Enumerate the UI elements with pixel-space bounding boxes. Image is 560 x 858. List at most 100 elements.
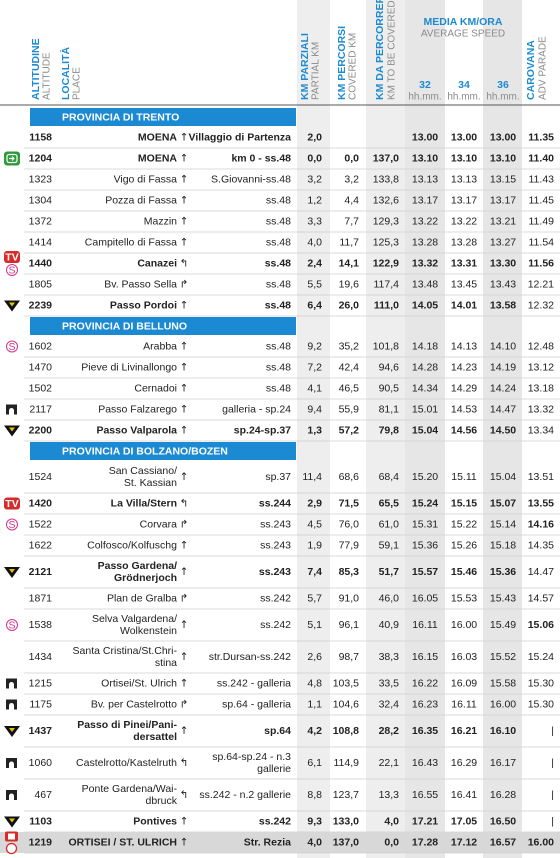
altitude: 1204 (29, 152, 53, 164)
place: Pieve di Livinallongo (81, 361, 177, 373)
partial-km: 1,9 (307, 539, 322, 551)
covered-km: 71,5 (339, 497, 360, 509)
remaining-km: 129,3 (373, 215, 399, 227)
direction: ↱ (180, 519, 189, 531)
place: Canazei (137, 257, 177, 269)
direction: ↑ (180, 216, 189, 228)
time-34: 14.56 (451, 424, 477, 436)
section-bar (30, 442, 296, 460)
direction: ↑ (180, 566, 189, 578)
column-subtitle: PARTIAL KM (311, 42, 322, 100)
altitude: 1304 (29, 194, 53, 206)
covered-km: 42,4 (339, 361, 360, 373)
icon-gpm (4, 300, 20, 312)
altitude: 1420 (29, 497, 53, 509)
icon-gpm (4, 425, 20, 437)
road: ss.48 (266, 382, 291, 394)
time-36: 15.49 (490, 619, 516, 631)
partial-km: 4,0 (307, 836, 322, 848)
remaining-km: 0,0 (384, 836, 399, 848)
gpm-inner (9, 818, 15, 823)
speed-label: 32 (419, 79, 431, 91)
time-32: 14.28 (412, 361, 438, 373)
covered-km: 96,1 (339, 619, 360, 631)
caravan-time: 13.18 (528, 382, 554, 394)
time-34: 15.26 (451, 539, 477, 551)
place: Arabba (143, 340, 177, 352)
covered-km: 114,9 (334, 757, 360, 769)
altitude: 1440 (29, 257, 53, 269)
caravan-time: 11.35 (528, 131, 554, 143)
place: Vigo di Fassa (114, 173, 178, 185)
section-bar (30, 317, 296, 335)
road: S.Giovanni-ss.48 (211, 173, 291, 185)
covered-km: 7,7 (344, 215, 359, 227)
time-34: 16.29 (451, 757, 477, 769)
tunnel-arch (9, 703, 14, 710)
altitude: 1602 (29, 340, 53, 352)
column-title: KM DA PERCORRERE (374, 0, 386, 100)
time-34: 13.28 (451, 236, 477, 248)
time-32: 16.22 (412, 677, 438, 689)
icon-tunnel (6, 758, 17, 768)
direction: ↑ (180, 725, 189, 737)
time-36: 14.19 (490, 361, 516, 373)
road: ss.242 (259, 815, 291, 827)
remaining-km: 28,2 (379, 725, 400, 737)
road: ss.242 - n.2 gallerie (199, 789, 291, 801)
time-32: 14.34 (412, 382, 438, 394)
remaining-km: 33,5 (379, 677, 400, 689)
time-36: 15.36 (490, 566, 516, 578)
time-36: 16.50 (490, 815, 516, 827)
road: km 0 - ss.48 (231, 152, 291, 164)
badge-text: TV (5, 251, 18, 263)
remaining-km: 117,4 (374, 278, 400, 290)
place: dersattel (133, 731, 177, 743)
covered-km: 0,0 (344, 152, 359, 164)
partial-km: 1,2 (307, 194, 322, 206)
road: str.Dursan-ss.242 (209, 651, 291, 663)
time-34: 13.10 (451, 152, 477, 164)
partial-km: 9,3 (307, 815, 322, 827)
time-32: 16.23 (412, 698, 438, 710)
covered-km: 14,1 (339, 257, 360, 269)
road: ss.48 (265, 299, 291, 311)
remaining-km: 51,7 (379, 566, 400, 578)
speed-unit: hh.mm. (447, 92, 480, 103)
time-32: 17.28 (412, 836, 438, 848)
direction: ↰ (180, 258, 189, 270)
gpm-inner (9, 427, 15, 432)
remaining-km: 46,0 (379, 592, 400, 604)
altitude: 1372 (29, 215, 53, 227)
time-32: 15.24 (412, 497, 438, 509)
partial-km: 7,2 (307, 361, 322, 373)
covered-km: 57,2 (339, 424, 360, 436)
speed-group-subtitle: AVERAGE SPEED (421, 29, 505, 40)
remaining-km: 61,0 (379, 518, 400, 530)
remaining-km: 38,3 (379, 651, 400, 663)
place: Ortisei/St. Ulrich (101, 677, 177, 689)
direction: ↑ (180, 383, 189, 395)
place: La Villa/Stern (111, 497, 177, 509)
altitude: 1219 (29, 836, 53, 848)
covered-km: 103,5 (333, 677, 359, 689)
time-36: 13.58 (490, 299, 516, 311)
column-title: KM PARZIALI (299, 33, 311, 100)
altitude: 1414 (29, 236, 53, 248)
direction: ↑ (180, 619, 189, 631)
road: ss.242 (260, 592, 291, 604)
caravan-time: | (551, 789, 554, 801)
place: Cernadoi (134, 382, 177, 394)
direction: ↰ (180, 789, 189, 801)
direction: ↑ (180, 678, 189, 690)
place: Wolkenstein (120, 625, 177, 637)
road: sp.24-sp.37 (234, 424, 291, 436)
time-36: 15.07 (490, 497, 516, 509)
road: ss.48 (266, 278, 291, 290)
place: Bv. per Castelrotto (91, 698, 177, 710)
section-title: PROVINCIA DI BELLUNO (62, 320, 187, 332)
time-36: 14.10 (490, 340, 516, 352)
partial-km: 4,5 (307, 518, 322, 530)
speed-unit: hh.mm. (408, 92, 441, 103)
speed-group-title: MEDIA KM/ORA (424, 16, 503, 28)
